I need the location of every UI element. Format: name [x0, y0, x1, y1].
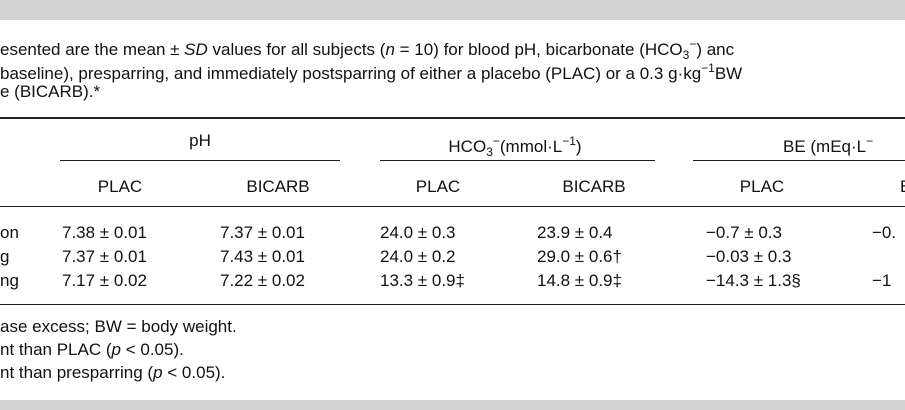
text: < 0.05). — [120, 340, 184, 359]
column-header: PLAC — [97, 177, 143, 196]
cell: −0. — [872, 223, 897, 242]
column-header: BICARB — [246, 177, 310, 196]
table-bottom-rule — [0, 304, 905, 305]
text: e (BICARB).* — [0, 82, 101, 101]
cell: 7.22 ± 0.02 — [220, 271, 305, 290]
cell: −0.7 ± 0.3 — [706, 223, 782, 242]
text: (mmol·L — [499, 137, 563, 156]
group-header: BE (mEq·L− — [783, 131, 873, 157]
caption-line: baseline), presparring, and immediately … — [0, 58, 742, 84]
row-label: on — [0, 223, 19, 242]
cell: 13.3 ± 0.9‡ — [380, 271, 465, 290]
cell: −1 — [872, 271, 892, 290]
cell: 7.37 ± 0.01 — [62, 247, 147, 266]
cell: 14.8 ± 0.9‡ — [537, 271, 622, 290]
text: < 0.05). — [162, 363, 226, 382]
group-rule — [380, 160, 655, 161]
text: pH — [189, 131, 211, 150]
column-header: BICARB — [562, 177, 626, 196]
text: nt than presparring ( — [0, 363, 154, 382]
text: BW — [714, 64, 743, 83]
text: −1 — [701, 61, 715, 75]
footnote: nt than presparring (p < 0.05). — [0, 363, 225, 383]
cell: 7.17 ± 0.02 — [62, 271, 147, 290]
group-header: HCO3−(mmol·L−1) — [448, 131, 581, 162]
row-label: g — [0, 247, 10, 266]
cell: −14.3 ± 1.3§ — [706, 271, 801, 290]
table-top-rule — [0, 117, 905, 119]
bottom-band — [0, 400, 905, 410]
text: −1 — [562, 134, 576, 148]
column-header: PLAC — [739, 177, 785, 196]
group-rule — [60, 160, 340, 161]
cell: −0.03 ± 0.3 — [706, 247, 792, 266]
text: ) — [575, 137, 582, 156]
cell: 7.37 ± 0.01 — [220, 223, 305, 242]
text: ) anc — [696, 40, 735, 59]
text: p — [111, 340, 121, 359]
group-rule — [693, 160, 905, 161]
text: BE (mEq·L — [783, 137, 867, 156]
caption-line: esented are the mean ± SD values for all… — [0, 34, 734, 65]
column-header: PLAC — [415, 177, 461, 196]
text: − — [689, 37, 697, 51]
cell: 24.0 ± 0.3 — [380, 223, 456, 242]
top-band — [0, 0, 905, 20]
text: 3 — [486, 145, 493, 159]
text: SD — [184, 40, 208, 59]
text: 3 — [682, 48, 690, 62]
footnote: nt than PLAC (p < 0.05). — [0, 340, 184, 360]
row-label: ng — [0, 271, 19, 290]
text: esented are the mean ± — [0, 40, 185, 59]
text: p — [153, 363, 163, 382]
text: nt than PLAC ( — [0, 340, 112, 359]
cell: 29.0 ± 0.6† — [537, 247, 622, 266]
text: HCO — [448, 137, 487, 156]
text: n — [385, 40, 395, 59]
header-rule — [0, 206, 905, 207]
text: − — [492, 134, 500, 148]
column-header: B — [900, 177, 905, 197]
text: = 10) for blood pH, bicarbonate (HCO — [394, 40, 683, 59]
cell: 24.0 ± 0.2 — [380, 247, 456, 266]
text: ase excess; BW = body weight. — [0, 317, 237, 336]
group-header: pH — [189, 131, 211, 151]
cell: 23.9 ± 0.4 — [537, 223, 613, 242]
text: values for all subjects ( — [207, 40, 386, 59]
caption-line: e (BICARB).* — [0, 82, 100, 102]
text: − — [866, 134, 874, 148]
cell: 7.38 ± 0.01 — [62, 223, 147, 242]
text: baseline), presparring, and immediately … — [0, 64, 702, 83]
footnote: ase excess; BW = body weight. — [0, 317, 237, 337]
cell: 7.43 ± 0.01 — [220, 247, 305, 266]
